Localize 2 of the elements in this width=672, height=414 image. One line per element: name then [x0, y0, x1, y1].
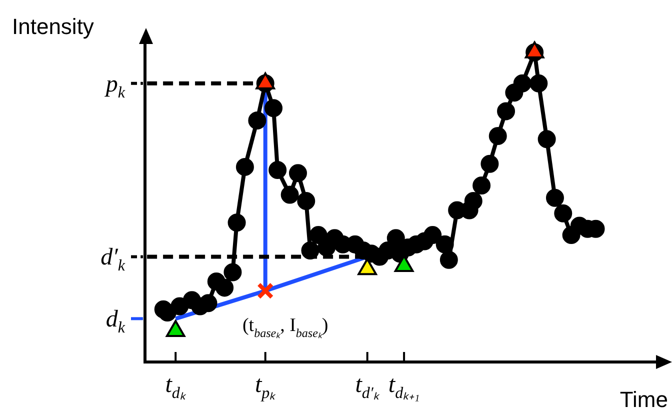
x-axis-title: Time — [620, 387, 668, 412]
y-axis-title: Intensity — [12, 14, 94, 39]
